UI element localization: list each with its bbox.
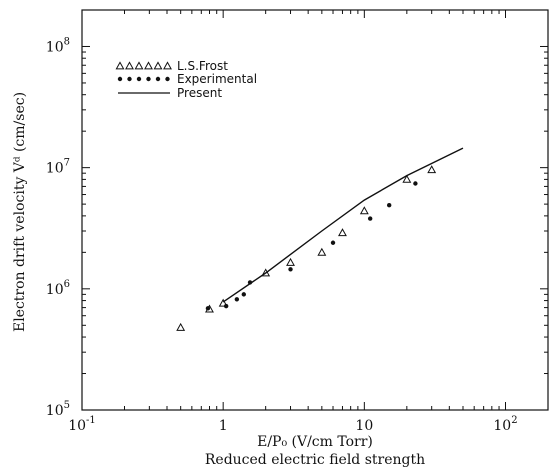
legend-triangle: [144, 61, 153, 70]
legend-dot: [136, 76, 142, 82]
legend-triangle: [125, 61, 134, 70]
x-tick-label: 102: [493, 415, 517, 434]
legend-dot: [146, 76, 151, 82]
frost-point: [261, 268, 271, 277]
legend: L.S.Frost Experimental Present: [115, 59, 257, 100]
legend-frost-label: L.S.Frost: [177, 59, 228, 73]
legend-present-label: Present: [177, 86, 222, 100]
experimental-point: [413, 181, 418, 186]
frost-point: [359, 206, 369, 215]
x-tick-label: 10-1: [68, 415, 96, 434]
frost-point: [218, 298, 228, 307]
data-markers: [176, 165, 437, 331]
experimental-point: [367, 216, 373, 221]
plot-frame: [81, 9, 549, 411]
experimental-point: [288, 267, 293, 272]
experimental-point: [330, 240, 336, 245]
experimental-point: [205, 306, 211, 311]
frost-point: [286, 257, 295, 266]
experimental-point: [223, 303, 229, 309]
frost-point: [317, 247, 327, 256]
legend-experimental-label: Experimental: [177, 72, 257, 86]
x-tick-label: 1: [219, 418, 228, 434]
experimental-point: [247, 280, 253, 285]
legend-triangle: [134, 61, 144, 70]
experimental-point: [241, 292, 246, 297]
legend-frost-marker: [115, 61, 172, 70]
x-tick-label: 10: [355, 418, 373, 434]
legend-triangle: [163, 61, 172, 70]
x-axis-label: E/P₀ (V/cm Torr): [257, 434, 373, 450]
x-axis-sublabel: Reduced electric field strength: [205, 452, 425, 468]
legend-dot: [155, 76, 161, 82]
series-present-line: [222, 147, 464, 303]
legend-triangle: [153, 61, 163, 70]
frost-point: [427, 165, 437, 174]
legend-triangle: [115, 61, 125, 70]
legend-dot: [127, 76, 132, 82]
experimental-point: [234, 297, 240, 302]
y-tick-label: 107: [46, 158, 70, 177]
experimental-point: [386, 202, 392, 208]
y-tick-label: 106: [46, 279, 70, 298]
frost-point: [338, 228, 347, 237]
frost-point: [402, 174, 412, 183]
legend-dot: [117, 76, 123, 82]
y-axis-label: Electron drift velocity Vᵈ (cm/sec): [12, 92, 28, 332]
legend-experimental-marker: [117, 76, 170, 82]
y-tick-label: 105: [46, 400, 70, 419]
axis-ticks: [81, 9, 549, 411]
x-tick-labels: 10-1 1 10 102: [68, 415, 517, 434]
y-tick-label: 108: [46, 36, 70, 55]
legend-dot: [165, 76, 170, 82]
y-tick-labels: 105 106 107 108: [46, 36, 70, 419]
frost-point: [176, 322, 186, 331]
